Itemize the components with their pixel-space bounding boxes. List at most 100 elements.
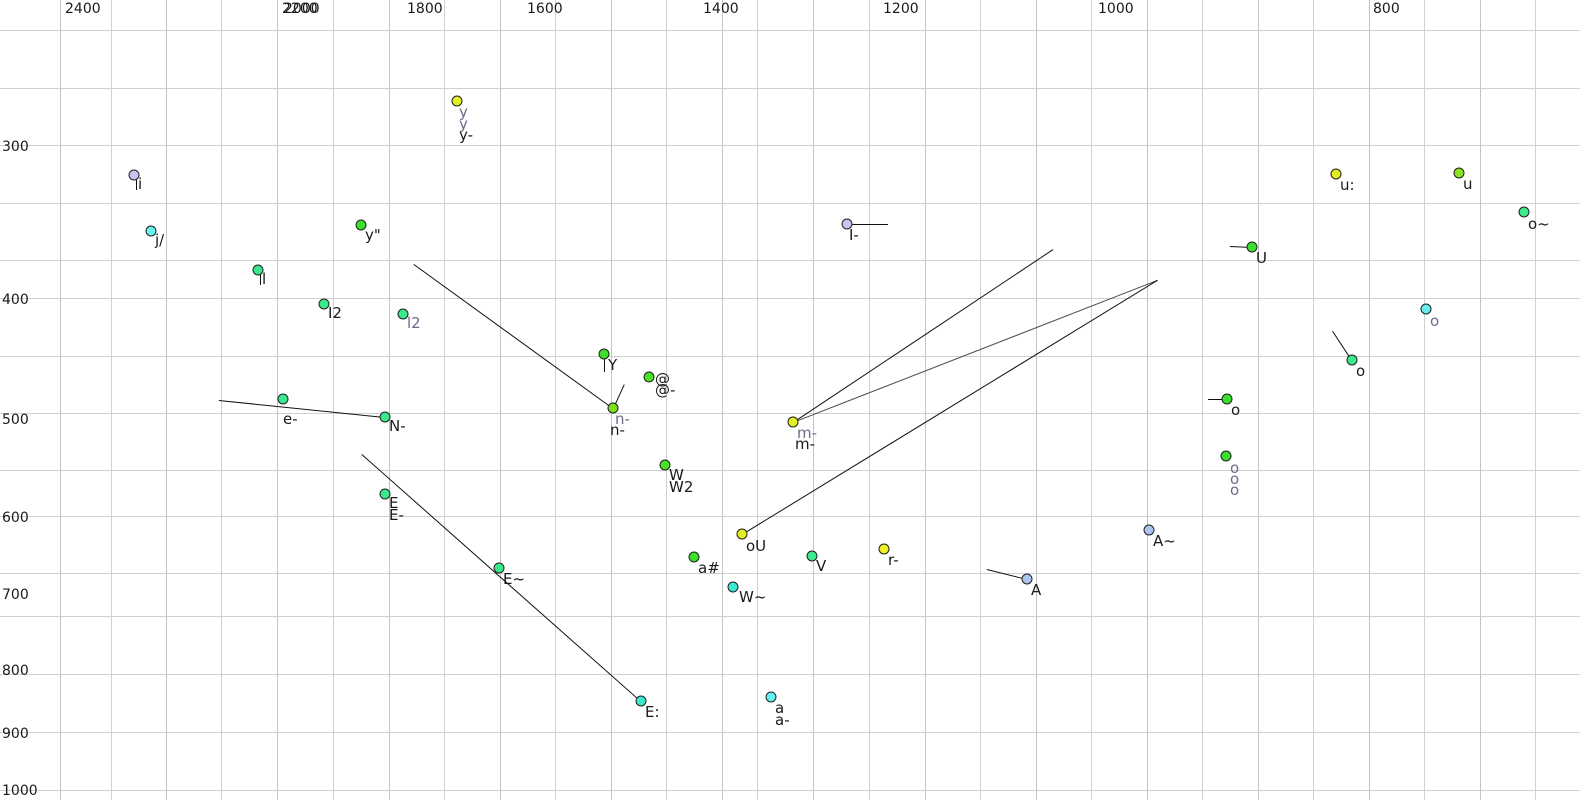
data-point[interactable] (688, 551, 700, 563)
gridline-vertical (60, 0, 61, 800)
y-tick-label: 300 (2, 139, 29, 155)
data-point[interactable] (727, 581, 739, 593)
gridline-vertical (1424, 0, 1425, 800)
gridline-vertical (444, 0, 445, 800)
data-point-label: y (459, 115, 468, 133)
data-point[interactable] (787, 416, 799, 428)
gridline-vertical (666, 0, 667, 800)
data-point-label: E- (389, 506, 404, 524)
data-point[interactable] (806, 550, 818, 562)
data-point-label: A (1031, 581, 1042, 599)
data-point-label: a# (698, 559, 720, 577)
data-point[interactable] (878, 543, 890, 555)
data-point[interactable] (451, 95, 463, 107)
seg-o-dash (1208, 399, 1227, 400)
data-point-label: e- (283, 410, 298, 428)
data-point[interactable] (643, 371, 655, 383)
x-tick-label: 1200 (883, 1, 919, 17)
data-point[interactable] (736, 528, 748, 540)
x-tick-label: 2000 (284, 1, 320, 17)
gridline-vertical (1535, 0, 1536, 800)
gridline-vertical (1313, 0, 1314, 800)
gridline-horizontal (0, 470, 1580, 471)
gridline-vertical (1202, 0, 1203, 800)
y-tick-label: 500 (2, 412, 29, 428)
seg-I-dash (847, 224, 888, 225)
data-point[interactable] (1221, 393, 1233, 405)
y-tick-label: 900 (2, 726, 29, 742)
gridline-vertical (1369, 0, 1370, 800)
data-point[interactable] (659, 459, 671, 471)
gridline-horizontal (0, 790, 1580, 791)
data-point[interactable] (1143, 524, 1155, 536)
data-point-label: l (262, 270, 267, 288)
gridline-vertical (333, 0, 334, 800)
data-point-label: o (1230, 459, 1240, 477)
gridline-vertical (166, 0, 167, 800)
gridline-horizontal (0, 145, 1580, 146)
data-point[interactable] (1420, 303, 1432, 315)
data-point[interactable] (379, 488, 391, 500)
data-point-label: r- (888, 551, 899, 569)
gridline-horizontal (0, 356, 1580, 357)
data-point[interactable] (1021, 573, 1033, 585)
gridline-horizontal (0, 616, 1580, 617)
data-point[interactable] (318, 298, 330, 310)
data-point-label: o (1356, 362, 1366, 380)
gridline-vertical (1091, 0, 1092, 800)
data-point-label: o (1430, 312, 1440, 330)
data-point[interactable] (1220, 450, 1232, 462)
data-point[interactable] (379, 411, 391, 423)
data-point-label: l2 (407, 314, 421, 332)
data-point[interactable] (1246, 241, 1258, 253)
gridline-vertical (555, 0, 556, 800)
data-point-label: m- (797, 424, 818, 442)
gridline-vertical (1480, 0, 1481, 800)
data-point-label: y- (459, 126, 474, 144)
data-point-label: W~ (739, 588, 767, 606)
x-tick-label: 1600 (527, 1, 563, 17)
data-point[interactable] (145, 225, 157, 237)
data-point[interactable] (397, 308, 409, 320)
data-point[interactable] (277, 393, 289, 405)
data-point-label: o (1230, 470, 1240, 488)
gridline-horizontal (0, 88, 1580, 89)
data-point-label: y" (365, 226, 381, 244)
data-point-label: a- (775, 711, 790, 729)
data-point[interactable] (1346, 354, 1358, 366)
data-point[interactable] (1453, 167, 1465, 179)
data-point-label: W2 (669, 478, 694, 496)
data-point[interactable] (765, 691, 777, 703)
gridline-horizontal (0, 674, 1580, 675)
data-point[interactable] (1518, 206, 1530, 218)
y-tick-label: 600 (2, 510, 29, 526)
data-point[interactable] (493, 562, 505, 574)
data-point[interactable] (598, 348, 610, 360)
data-point-label: u (1463, 175, 1473, 193)
data-point-label: I2 (328, 304, 342, 322)
gridline-vertical (611, 0, 612, 800)
data-point-label: o (1230, 481, 1240, 499)
data-point-label: y (459, 103, 468, 121)
gridline-vertical (111, 0, 112, 800)
data-point[interactable] (355, 219, 367, 231)
data-point[interactable] (635, 695, 647, 707)
gridline-horizontal (0, 413, 1580, 414)
data-point-label: I- (849, 226, 859, 244)
data-point-label: A~ (1153, 532, 1176, 550)
data-point-label: u: (1340, 176, 1355, 194)
data-point[interactable] (841, 218, 853, 230)
data-point-label: N- (389, 417, 406, 435)
data-point-label: Y (608, 356, 618, 374)
gridline-horizontal (0, 260, 1580, 261)
gridline-vertical (389, 0, 390, 800)
gridline-horizontal (0, 203, 1580, 204)
data-point[interactable] (607, 402, 619, 414)
data-point-label: W (669, 466, 684, 484)
gridline-horizontal (0, 516, 1580, 517)
x-tick-label: 1000 (1098, 1, 1134, 17)
data-point[interactable] (128, 169, 140, 181)
data-point[interactable] (252, 264, 264, 276)
data-point[interactable] (1330, 168, 1342, 180)
